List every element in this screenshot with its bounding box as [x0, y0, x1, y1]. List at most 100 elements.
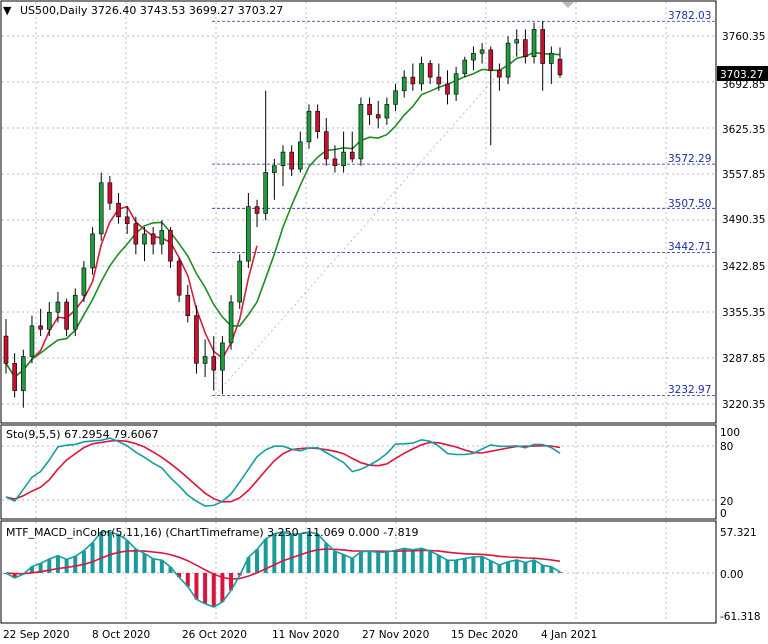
macd-bar [29, 566, 34, 573]
macd-bar [81, 550, 86, 573]
candle-body [349, 151, 355, 160]
macd-bar [462, 558, 467, 573]
candle-body [263, 172, 268, 214]
macd-bar [558, 571, 562, 573]
candle-body [410, 76, 416, 85]
candle-body [220, 342, 225, 371]
last-price-label-bg [717, 66, 768, 81]
candle-body [202, 356, 208, 364]
macd-bar [177, 573, 182, 578]
candle-body [323, 131, 329, 160]
macd-bar [246, 557, 251, 573]
macd-bar [263, 538, 268, 573]
candle-body [401, 76, 407, 92]
candle-body [315, 110, 320, 132]
candle-body [557, 58, 563, 76]
price-tick: 3490.35 [722, 214, 765, 226]
macd-bar [480, 556, 485, 573]
macd-bar [211, 573, 216, 608]
date-label: 26 Oct 2020 [182, 629, 247, 641]
candle-body [246, 206, 251, 262]
macd-bar [55, 555, 60, 573]
macd-bar [203, 573, 208, 604]
stoch-signal-line [5, 439, 561, 503]
shift-marker-icon[interactable] [562, 2, 574, 8]
macd-tick: 57.321 [720, 527, 757, 539]
macd-tick: 0.00 [720, 569, 743, 581]
candle-body [159, 230, 165, 245]
candle-body [272, 165, 277, 173]
candle-body [12, 363, 17, 391]
candle-body [549, 52, 554, 64]
price-axis[interactable]: 3760.35 3692.85 3625.35 3557.85 3490.35 … [722, 31, 765, 411]
candle-body [237, 260, 243, 303]
candle-body [375, 114, 381, 119]
macd-bar [38, 563, 43, 573]
candle-body [21, 356, 26, 391]
macd-bar [281, 531, 285, 573]
candle-body [280, 151, 286, 167]
macd-bar [168, 567, 173, 573]
candles [3, 21, 563, 408]
macd-bar [90, 542, 95, 573]
candle-body [298, 141, 303, 170]
candle-body [3, 335, 9, 364]
price-tick: 3557.85 [722, 169, 765, 181]
candle-body [168, 230, 173, 262]
macd-bar [428, 551, 433, 573]
candle-body [176, 260, 182, 296]
macd-bar [151, 558, 156, 573]
candle-body [133, 223, 139, 245]
candle-body [185, 294, 191, 316]
candle-body [98, 182, 104, 235]
ma-red-line [5, 205, 258, 379]
stoch-axis: 100 80 20 0 [720, 427, 740, 520]
macd-bar [488, 560, 493, 573]
date-label: 15 Dec 2020 [451, 629, 518, 641]
candle-body [142, 233, 147, 245]
price-tick: 3692.85 [722, 79, 765, 91]
price-tick: 3287.85 [722, 353, 765, 365]
candle-body [427, 63, 433, 78]
stoch-tick: 80 [720, 441, 733, 453]
macd-bar [142, 553, 147, 573]
macd-bar [125, 540, 130, 573]
macd-bar [255, 549, 260, 573]
macd-bar [194, 573, 199, 600]
macd-bar [384, 552, 389, 573]
macd-bar [549, 566, 554, 573]
candle-body [358, 104, 364, 160]
candle-body [306, 110, 312, 143]
macd-bar [73, 556, 78, 573]
macd-histogram [4, 531, 562, 608]
fib-label: 3232.97 [668, 384, 711, 396]
candle-body [341, 151, 346, 167]
macd-bar [532, 559, 537, 573]
macd-tick: -61.318 [720, 611, 761, 623]
candle-body [228, 301, 234, 344]
macd-bar [402, 548, 407, 573]
candle-body [150, 233, 156, 245]
fibonacci-levels [212, 20, 715, 396]
time-axis[interactable]: 22 Sep 2020 8 Oct 2020 26 Oct 2020 11 No… [3, 629, 597, 641]
main-panel[interactable] [0, 0, 717, 424]
date-label: 27 Nov 2020 [362, 629, 429, 641]
macd-bar [358, 551, 363, 573]
candle-body [124, 216, 130, 224]
candle-body [55, 301, 61, 313]
last-price-label: 3703.27 [720, 69, 763, 81]
price-tick: 3355.35 [722, 307, 765, 319]
ma-green-line [5, 51, 561, 379]
macd-bar [12, 573, 17, 578]
macd-bar [324, 543, 329, 573]
candle-body [436, 76, 442, 85]
macd-bar [289, 534, 294, 573]
macd-bar [393, 550, 398, 573]
price-tick: 3760.35 [722, 31, 765, 43]
candle-body [531, 29, 537, 57]
fib-label: 3442.71 [668, 241, 711, 253]
macd-bar [116, 534, 121, 573]
fib-trend-line [214, 20, 546, 396]
macd-bar [410, 549, 415, 573]
